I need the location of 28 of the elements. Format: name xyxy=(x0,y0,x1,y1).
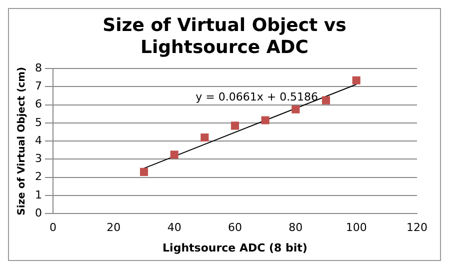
point xyxy=(170,150,178,159)
y-axis-title: Size of Virtual Object (cm) xyxy=(16,66,28,216)
x-tick-label: 20 xyxy=(106,221,121,234)
point xyxy=(322,96,330,104)
x-axis-title: Lightsource ADC (8 bit) xyxy=(162,241,308,254)
point xyxy=(352,76,360,84)
point xyxy=(200,133,209,142)
x-tick-label: 80 xyxy=(288,221,303,234)
point xyxy=(261,116,270,124)
x-tick-label: 40 xyxy=(167,221,182,234)
x-tick-label: 120 xyxy=(406,221,428,234)
y-tick-label: 7 xyxy=(35,80,42,93)
x-tick-label: 100 xyxy=(346,221,367,234)
y-tick-label: 4 xyxy=(35,134,42,147)
y-tick-label: 6 xyxy=(35,98,42,111)
y-tick-label: 5 xyxy=(35,116,42,129)
point xyxy=(140,168,148,176)
y-tick-label: 1 xyxy=(35,188,42,202)
y-tick-label: 0 xyxy=(35,206,42,220)
y-tick-label: 2 xyxy=(35,170,42,184)
annotation: y = 0.0661x + 0.5186 xyxy=(196,90,318,104)
y-tick-label: 3 xyxy=(35,152,42,166)
x-tick-label: 60 xyxy=(228,221,242,234)
y-tick-label: 8 xyxy=(35,61,42,74)
x-tick-label: 0 xyxy=(50,221,56,234)
point xyxy=(292,105,300,114)
chart-title: Size of Virtual Object vs Lightsource ADC xyxy=(102,15,348,59)
point xyxy=(230,122,240,130)
